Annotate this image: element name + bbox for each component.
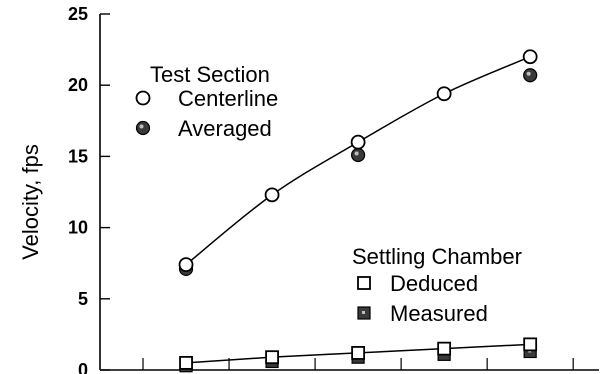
legend-title: Settling Chamber: [352, 244, 522, 269]
legend-entry-centerline: Centerline: [178, 86, 278, 111]
data-point-averaged: [523, 68, 538, 83]
data-point-centerline: [178, 257, 194, 273]
y-tick-label: 10: [68, 218, 88, 238]
legend-entry-measured: Measured: [390, 301, 488, 326]
data-point-deduced: [179, 355, 193, 370]
marker-highlight: [354, 151, 359, 156]
legend-marker-deduced: [357, 276, 371, 290]
legend-marker-averaged: [135, 120, 151, 136]
legend-marker-centerline: [135, 90, 151, 106]
legend-entry-deduced: Deduced: [390, 271, 478, 296]
data-markers: [178, 49, 538, 373]
y-tick-label: 15: [68, 146, 88, 166]
data-point-deduced: [351, 346, 366, 360]
data-point-deduced: [437, 341, 452, 356]
y-tick-label: 20: [68, 75, 88, 95]
legend-entry-averaged: Averaged: [178, 116, 272, 141]
legend-title: Test Section: [150, 62, 270, 87]
data-point-centerline: [522, 49, 538, 65]
data-point-centerline: [436, 86, 452, 102]
legend-marker-measured: [357, 306, 371, 320]
y-tick-label: 0: [78, 360, 88, 374]
marker-body: [135, 120, 151, 136]
data-point-centerline: [350, 134, 366, 150]
marker-highlight: [139, 124, 144, 129]
marker-highlight: [526, 71, 531, 76]
data-point-averaged: [351, 147, 366, 163]
y-tick-label: 5: [78, 289, 88, 309]
data-point-deduced: [523, 337, 538, 352]
data-point-deduced: [265, 350, 279, 365]
marker-body: [523, 68, 538, 83]
marker-highlight: [362, 311, 365, 314]
y-tick-label: 25: [68, 4, 88, 24]
y-axis-label: Velocity, fps: [18, 144, 43, 260]
data-point-centerline: [264, 187, 280, 203]
marker-body: [351, 147, 366, 163]
y-tick-group: 0 5 10 15 20 25: [68, 4, 574, 374]
